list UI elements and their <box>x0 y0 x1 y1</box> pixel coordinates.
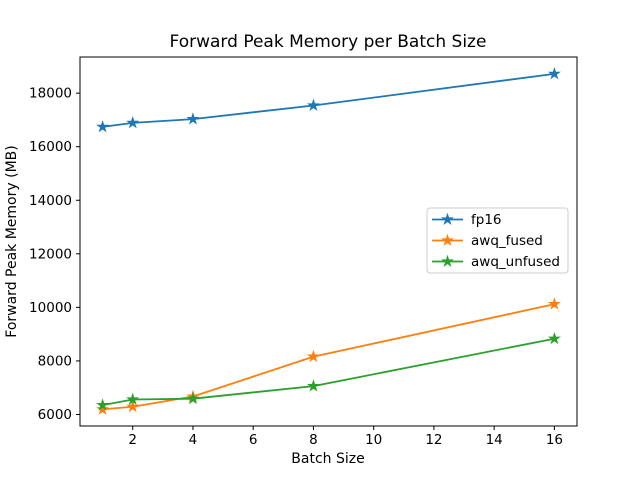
y-tick-label: 14000 <box>29 193 72 209</box>
series-marker-fp16 <box>306 98 320 111</box>
plot-root: 2 4 6 8 10 12 14 16 6000 8000 10000 12000 14000 16000… <box>29 56 578 448</box>
legend-box <box>426 207 569 274</box>
series-marker-fp16 <box>186 112 200 125</box>
series-marker-awq_unfused <box>306 379 320 392</box>
series-marker-awq_fused <box>126 399 140 413</box>
x-tick-label: 2 <box>128 432 137 448</box>
y-axis-label: Forward Peak Memory (MB) <box>4 145 20 337</box>
y-tick-label: 8000 <box>38 353 72 369</box>
y-tick-label: 12000 <box>29 246 72 262</box>
x-tick-label: 12 <box>425 432 442 448</box>
series-marker-awq_fused <box>306 349 320 363</box>
y-tick-label: 10000 <box>29 300 72 316</box>
x-axis-label: Batch Size <box>291 451 364 467</box>
legend-marker-awq_fused <box>441 233 454 247</box>
series-marker-awq_fused <box>96 402 110 415</box>
x-tick-label: 8 <box>309 432 318 448</box>
x-tick-label: 10 <box>365 432 382 448</box>
series-marker-fp16 <box>547 67 561 80</box>
chart-title: Forward Peak Memory per Batch Size <box>170 32 487 52</box>
legend-label-fp16: fp16 <box>471 212 502 228</box>
y-tick-label: 16000 <box>29 139 72 155</box>
x-tick-label: 4 <box>189 432 198 448</box>
series-marker-fp16 <box>126 116 140 129</box>
series-marker-awq_unfused <box>126 392 140 406</box>
legend-label-awq_unfused: awq_unfused <box>471 254 560 270</box>
series-marker-awq_unfused <box>547 331 561 345</box>
x-tick-label: 6 <box>249 432 258 448</box>
legend-marker-awq_unfused <box>441 254 454 268</box>
x-tick-label: 16 <box>546 432 563 448</box>
y-tick-label: 18000 <box>29 86 72 102</box>
series-marker-awq_unfused <box>96 398 110 411</box>
series-marker-awq_fused <box>547 297 561 310</box>
y-tick-label: 6000 <box>38 407 72 423</box>
series-marker-awq_unfused <box>186 391 200 405</box>
series-marker-fp16 <box>96 120 110 133</box>
x-tick-label: 14 <box>486 432 503 448</box>
legend-label-awq_fused: awq_fused <box>471 233 543 249</box>
legend-marker-fp16 <box>441 212 454 226</box>
